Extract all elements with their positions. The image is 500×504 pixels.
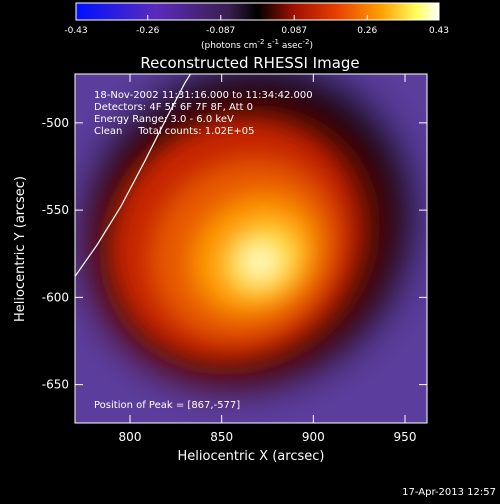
peak-position-label: Position of Peak = [867,-577]: [94, 400, 240, 411]
annotation-energy-range: Energy Range: 3.0 - 6.0 keV: [94, 114, 234, 125]
colorbar-gradient: [75, 2, 440, 21]
footer-timestamp: 17-Apr-2013 12:57: [402, 487, 496, 498]
annotation-detectors: Detectors: 4F 5F 6F 7F 8F, Att 0: [94, 102, 253, 113]
plot-frame: [74, 73, 428, 424]
colorbar-tick-label: -0.43: [64, 26, 87, 36]
x-axis-ticks: 800 850 900 950: [119, 74, 417, 444]
x-tick-label: 950: [394, 430, 417, 444]
colorbar-ticks: -0.43 -0.26 -0.087 0.087 0.26 0.43: [64, 15, 449, 36]
colorbar-tick-label: 0.087: [281, 26, 307, 36]
x-tick-label: 850: [210, 430, 233, 444]
y-tick-label: -600: [42, 290, 69, 304]
colorbar-tick-label: -0.26: [136, 26, 160, 36]
annotation-clean-counts: Clean Total counts: 1.02E+05: [94, 126, 254, 137]
y-tick-label: -550: [42, 203, 69, 217]
colorbar-tick-label: 0.26: [357, 26, 377, 36]
x-tick-label: 900: [302, 430, 325, 444]
y-axis-label: Heliocentric Y (arcsec): [13, 176, 28, 322]
colorbar-tick-label: -0.087: [206, 26, 235, 36]
colorbar-unit-label: (photons cm-2 s-1 asec-2): [201, 38, 313, 51]
chart-title: Reconstructed RHESSI Image: [140, 54, 359, 72]
solar-limb-curve: [75, 74, 192, 277]
x-axis-label: Heliocentric X (arcsec): [178, 449, 325, 464]
heatmap-image: [75, 74, 427, 423]
annotation-block: 18-Nov-2002 11:31:16.000 to 11:34:42.000…: [94, 90, 313, 137]
y-tick-label: -500: [42, 116, 69, 130]
annotation-time-range: 18-Nov-2002 11:31:16.000 to 11:34:42.000: [94, 90, 313, 101]
y-tick-label: -650: [42, 378, 69, 392]
colorbar: -0.43 -0.26 -0.087 0.087 0.26 0.43 (photons c…: [64, 2, 449, 51]
y-axis-ticks: -500 -550 -600 -650: [42, 116, 427, 392]
x-tick-label: 800: [119, 430, 142, 444]
colorbar-tick-label: 0.43: [429, 26, 449, 36]
